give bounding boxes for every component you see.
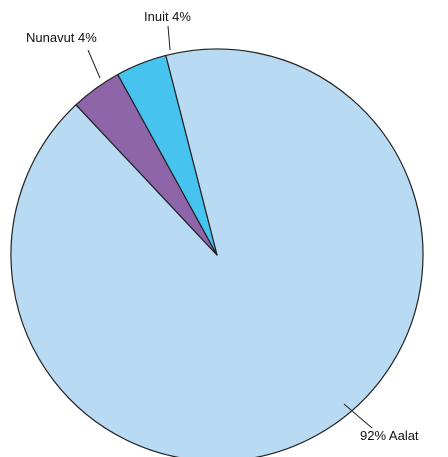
labels-layer: 92% Aalat Nunavut 4% Inuit 4% <box>26 9 419 443</box>
leader-line-aalat <box>343 403 373 429</box>
slice-label-nunavut: Nunavut 4% <box>26 30 97 45</box>
slices-layer <box>10 48 424 457</box>
pie-slice-inuit <box>117 54 218 256</box>
leader-line-inuit <box>167 25 171 51</box>
slice-label-aalat: 92% Aalat <box>360 428 419 443</box>
slice-label-inuit: Inuit 4% <box>144 9 191 24</box>
leader-line-nunavut <box>87 49 101 79</box>
